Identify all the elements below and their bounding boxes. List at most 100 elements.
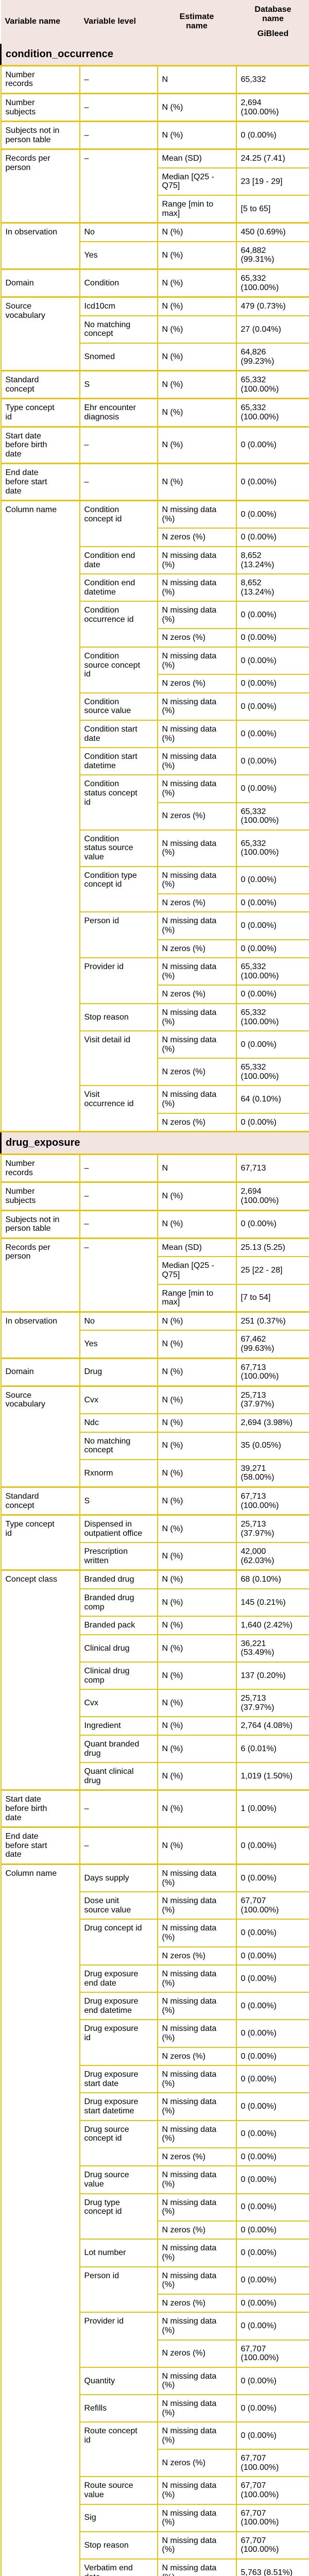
variable-level-cell: Quant clinical drug bbox=[79, 1762, 158, 1791]
variable-level-cell: Drug source concept id bbox=[79, 2120, 158, 2167]
value-cell: 67,707 (100.00%) bbox=[235, 1891, 309, 1920]
estimate-name-cell: N missing data (%) bbox=[157, 2165, 237, 2194]
table-row: Yes N (%) 64,882 (99.31%) bbox=[1, 241, 309, 270]
table-row: Subjects not in person table – N (%) 0 (0.0… bbox=[0, 121, 309, 150]
value-cell: 0 (0.00%) bbox=[235, 866, 309, 894]
estimate-name-cell: N (%) bbox=[157, 1385, 237, 1414]
value-cell: 0 (0.00%) bbox=[235, 985, 309, 1004]
value-cell: 0 (0.00%) bbox=[235, 1992, 309, 2021]
value-cell: 0 (0.00%) bbox=[235, 1946, 309, 1966]
variable-level-cell: – bbox=[79, 1181, 158, 1211]
value-cell: 67,707 (100.00%) bbox=[235, 2449, 309, 2478]
table-row: Type concept id Ehr encounter diagnosis N … bbox=[0, 398, 309, 428]
variable-name-cell: Start date before birth date bbox=[0, 426, 80, 464]
variable-level-cell: Condition end date bbox=[79, 546, 158, 575]
value-cell: 0 (0.00%) bbox=[235, 2220, 309, 2240]
estimate-name-cell: N missing data (%) bbox=[157, 2312, 237, 2341]
estimate-name-cell: N (%) bbox=[157, 1588, 237, 1617]
variable-level-cell: Days supply bbox=[79, 1863, 158, 1893]
estimate-name-cell: N (%) bbox=[157, 1689, 237, 1718]
value-cell: 0 (0.00%) bbox=[235, 674, 309, 693]
estimate-name-cell: N missing data (%) bbox=[157, 1919, 237, 1947]
variable-level-cell: No bbox=[79, 1311, 158, 1331]
variable-level-cell: S bbox=[79, 370, 158, 399]
variable-level-cell: Branded drug comp bbox=[79, 1588, 158, 1617]
estimate-name-cell: N missing data (%) bbox=[157, 1891, 237, 1920]
estimate-name-cell: N (%) bbox=[157, 296, 237, 316]
table-row: Column name Condition concept id N missing… bbox=[0, 500, 309, 1132]
variable-level-cell: – bbox=[79, 1789, 158, 1828]
variable-level-cell: Verbatim end date bbox=[79, 2558, 158, 2576]
estimate-name-cell: N zeros (%) bbox=[157, 2046, 237, 2066]
variable-level-cell: Dispensed in outpatient office bbox=[79, 1514, 158, 1544]
estimate-name-cell: N missing data (%) bbox=[157, 957, 237, 986]
value-cell: 0 (0.00%) bbox=[235, 601, 309, 630]
table-row: Source vocabulary Cvx N (%) 25,713 (37.97%) bbox=[0, 1385, 309, 1488]
section-header-condition_occurrence: condition_occurrence bbox=[0, 43, 309, 66]
estimate-name-cell: N (%) bbox=[157, 1486, 237, 1516]
estimate-name-cell: N missing data (%) bbox=[157, 866, 237, 894]
table-row: Quantity N missing data (%) 0 (0.00%) bbox=[1, 2366, 309, 2395]
table-row: N zeros (%) 0 (0.00%) bbox=[1, 1946, 309, 1966]
variable-name-cell: Subjects not in person table bbox=[0, 1209, 80, 1239]
variable-name-cell: In observation bbox=[0, 222, 80, 270]
estimate-name-cell: Mean (SD) bbox=[157, 1237, 237, 1258]
variable-name-cell: End date before start date bbox=[0, 1826, 80, 1865]
table-row: N zeros (%) 0 (0.00%) bbox=[1, 674, 309, 693]
variable-level-cell: – bbox=[79, 1237, 158, 1313]
value-cell: 65,332 (100.00%) bbox=[235, 370, 309, 399]
variable-level-cell: Icd10cm bbox=[79, 296, 158, 316]
value-cell: 1,019 (1.50%) bbox=[235, 1762, 309, 1791]
estimate-name-cell: N missing data (%) bbox=[157, 2092, 237, 2121]
value-cell: 25.13 (5.25) bbox=[235, 1237, 309, 1258]
estimate-name-cell: N missing data (%) bbox=[157, 2366, 237, 2395]
table-row: N zeros (%) 0 (0.00%) bbox=[1, 1112, 309, 1132]
table-row: N zeros (%) 65,332 (100.00%) bbox=[1, 802, 309, 831]
variable-level-cell: Condition source concept id bbox=[79, 647, 158, 693]
table-row: Ingredient N (%) 2,764 (4.08%) bbox=[1, 1716, 309, 1736]
table-row: N zeros (%) 67,707 (100.00%) bbox=[1, 2339, 309, 2368]
variable-level-cell: Drug bbox=[79, 1357, 158, 1387]
value-cell: 67,713 (100.00%) bbox=[235, 1486, 309, 1516]
variable-level-cell: Drug exposure end datetime bbox=[79, 1992, 158, 2021]
value-cell: 0 (0.00%) bbox=[235, 1030, 309, 1059]
variable-level-cell: Route concept id bbox=[79, 2421, 158, 2478]
variable-level-cell: Condition start datetime bbox=[79, 747, 158, 776]
value-cell: [5 to 65] bbox=[235, 195, 309, 224]
table-row: N zeros (%) 65,332 (100.00%) bbox=[1, 1058, 309, 1087]
value-cell: 145 (0.21%) bbox=[235, 1588, 309, 1617]
estimate-name-cell: N zeros (%) bbox=[157, 802, 237, 831]
value-cell: 67,707 (100.00%) bbox=[235, 2339, 309, 2368]
estimate-name-cell: Median [Q25 - Q75] bbox=[157, 1256, 237, 1285]
estimate-name-cell: N (%) bbox=[157, 1662, 237, 1690]
value-cell: 1 (0.00%) bbox=[235, 1789, 309, 1828]
estimate-name-cell: N missing data (%) bbox=[157, 1085, 237, 1114]
estimate-name-cell: N zeros (%) bbox=[157, 674, 237, 693]
table-row: Sig N missing data (%) 67,707 (100.00%) bbox=[1, 2503, 309, 2532]
variable-level-cell: Cvx bbox=[79, 1385, 158, 1414]
estimate-name-cell: N missing data (%) bbox=[157, 573, 237, 602]
table-row: Type concept id Dispensed in outpatient o… bbox=[0, 1514, 309, 1571]
value-cell: 67,713 bbox=[235, 1154, 309, 1183]
column-header-variable-name: Variable name bbox=[1, 0, 80, 44]
estimate-name-cell: N zeros (%) bbox=[157, 2449, 237, 2478]
column-header-row: Variable name Variable level Estimate na… bbox=[1, 0, 309, 44]
value-cell: 65,332 (100.00%) bbox=[235, 1003, 309, 1032]
table-row: Branded drug comp N (%) 145 (0.21%) bbox=[1, 1588, 309, 1617]
table-row: Provider id N missing data (%) 0 (0.00%) bbox=[1, 2312, 309, 2368]
value-cell: 65,332 (100.00%) bbox=[235, 398, 309, 428]
value-cell: 0 (0.00%) bbox=[235, 1826, 309, 1865]
value-cell: 42,000 (62.03%) bbox=[235, 1542, 309, 1571]
estimate-name-cell: N missing data (%) bbox=[157, 2019, 237, 2048]
table-row: Refills N missing data (%) 0 (0.00%) bbox=[1, 2394, 309, 2423]
estimate-name-cell: N missing data (%) bbox=[157, 546, 237, 575]
estimate-name-cell: N bbox=[157, 64, 237, 94]
value-cell: 479 (0.73%) bbox=[235, 296, 309, 316]
estimate-name-cell: N (%) bbox=[157, 92, 237, 122]
value-cell: 6 (0.01%) bbox=[235, 1734, 309, 1764]
table-row: Domain Condition N (%) 65,332 (100.00%) bbox=[0, 268, 309, 298]
table-row: Drug exposure id N missing data (%) 0 (0.0… bbox=[1, 2019, 309, 2066]
variable-level-cell: Refills bbox=[79, 2394, 158, 2423]
variable-level-cell: Clinical drug bbox=[79, 1634, 158, 1663]
value-cell: 0 (0.00%) bbox=[235, 2120, 309, 2148]
